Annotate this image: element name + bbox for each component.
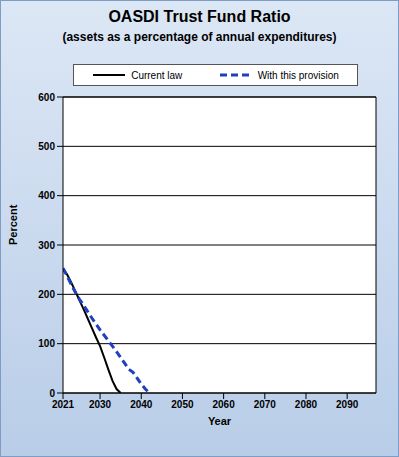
html-text:(assets as a percentage of ann: (assets as a percentage of annual expend… (62, 30, 337, 44)
html-text:OASDI Trust Fund Ratio: OASDI Trust Fund Ratio (108, 8, 291, 25)
svg-text:2080: 2080 (295, 399, 318, 410)
svg-text:2090: 2090 (336, 399, 359, 410)
svg-text:400: 400 (38, 190, 55, 201)
svg-text:Percent: Percent (8, 204, 19, 245)
svg-text:2040: 2040 (130, 399, 153, 410)
html-text:Current law: Current law (131, 69, 183, 81)
svg-text:2021: 2021 (52, 399, 75, 410)
svg-text:Year: Year (208, 415, 232, 427)
svg-text:300: 300 (38, 240, 55, 251)
svg-text:0: 0 (49, 388, 55, 399)
svg-text:600: 600 (38, 92, 55, 103)
svg-text:2050: 2050 (171, 399, 194, 410)
svg-text:500: 500 (38, 141, 55, 152)
svg-text:2060: 2060 (212, 399, 235, 410)
html-text:With this provision: With this provision (257, 69, 339, 81)
svg-text:2030: 2030 (89, 399, 112, 410)
svg-text:100: 100 (38, 338, 55, 349)
svg-text:200: 200 (38, 289, 55, 300)
svg-text:2070: 2070 (254, 399, 277, 410)
